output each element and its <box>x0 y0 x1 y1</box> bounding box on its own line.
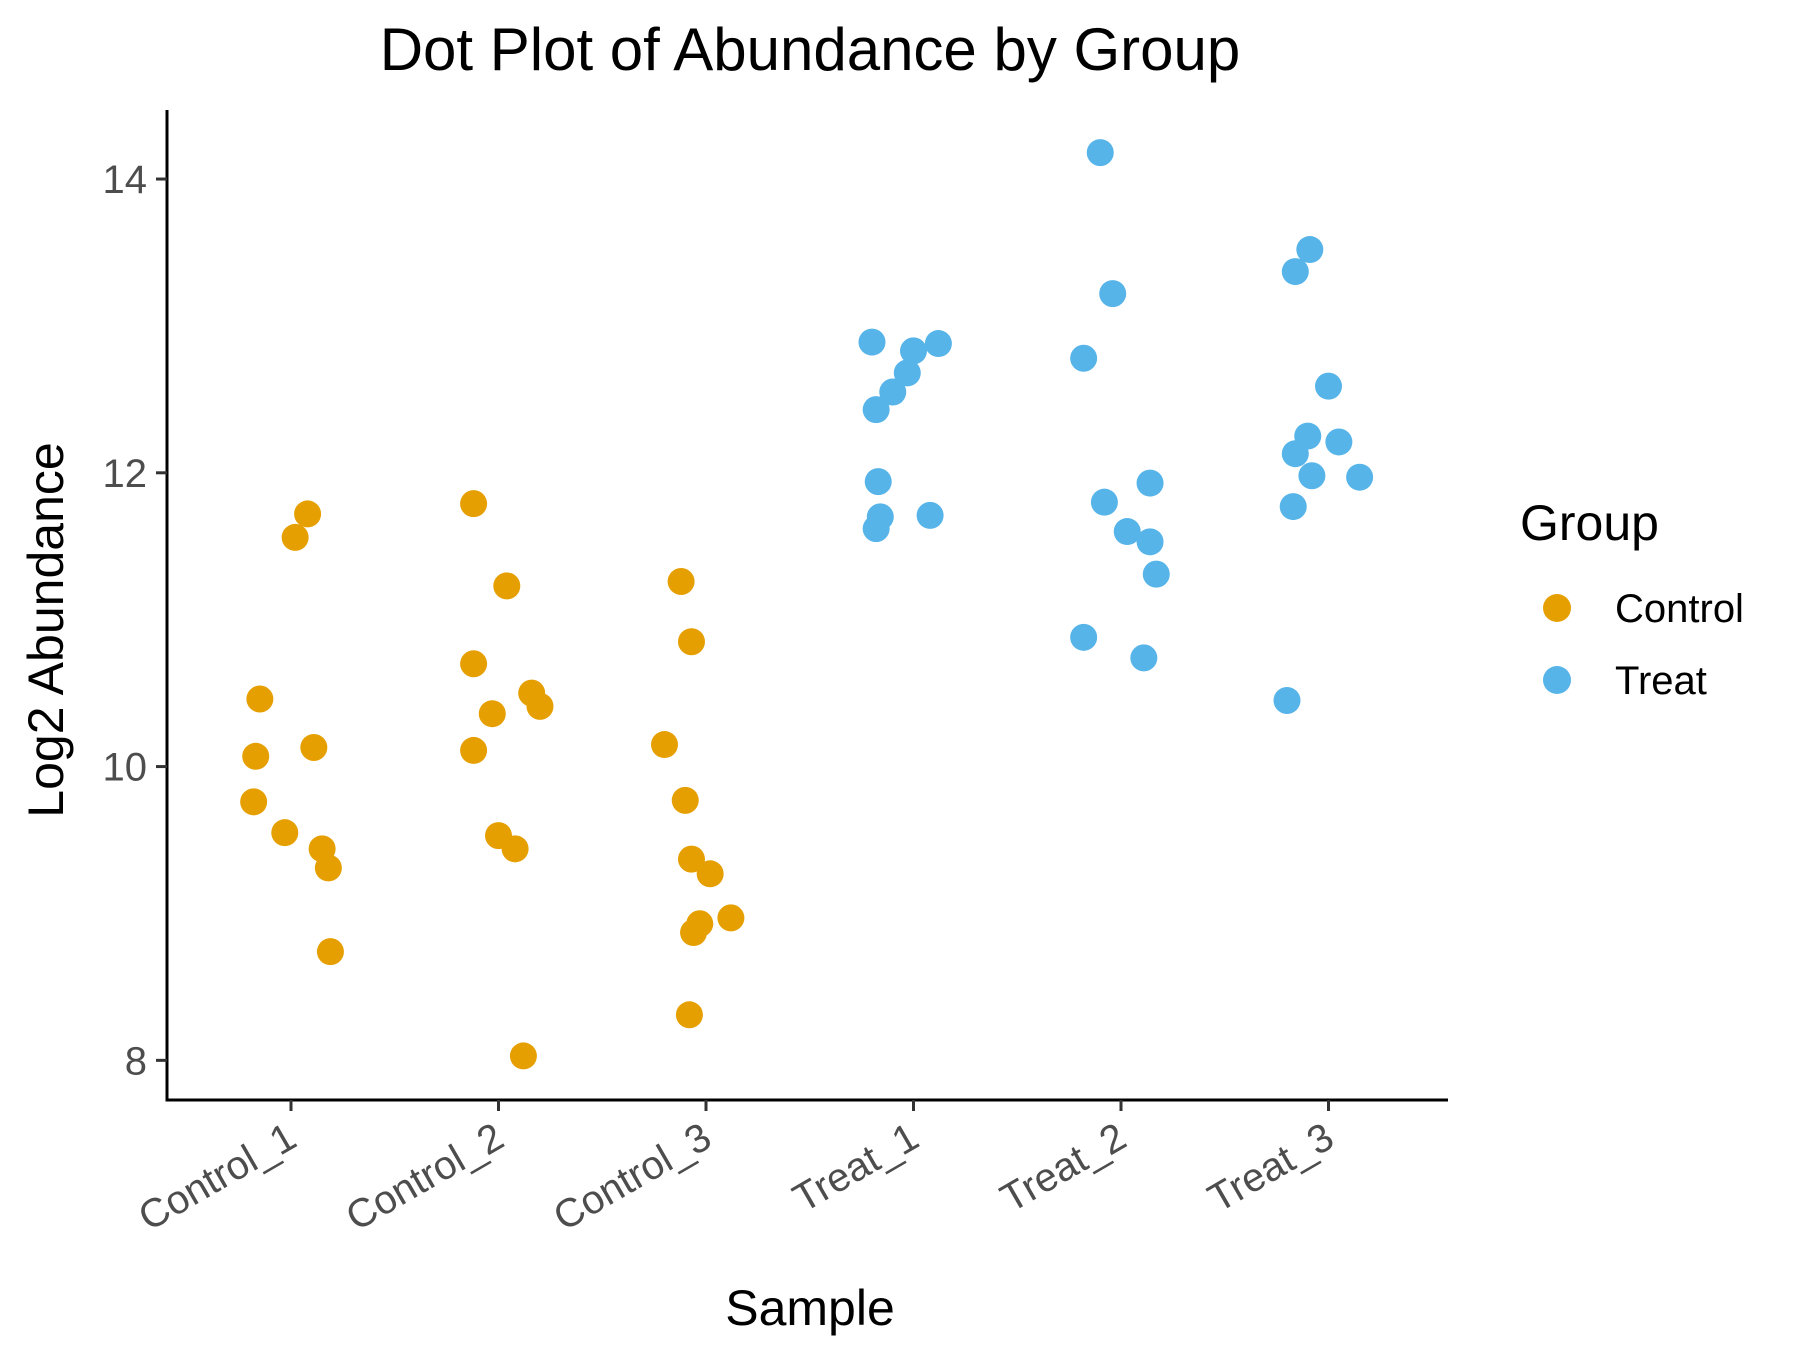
data-point-treat <box>1070 344 1098 372</box>
legend-label-control: Control <box>1615 587 1744 631</box>
x-tick-label: Control_3 <box>546 1115 718 1240</box>
data-point-control <box>242 742 270 770</box>
data-point-treat <box>1130 644 1158 672</box>
data-point-control <box>460 736 488 764</box>
y-tick-label: 12 <box>103 452 148 496</box>
legend-title: Group <box>1520 495 1659 551</box>
data-point-control <box>677 845 705 873</box>
data-point-treat <box>1090 488 1118 516</box>
y-axis-title: Log2 Abundance <box>18 442 74 817</box>
y-axis-ticks: 8 10 12 14 <box>103 158 167 1083</box>
data-point-treat <box>866 503 894 531</box>
x-tick-label: Control_1 <box>131 1115 303 1240</box>
data-point-control <box>667 567 695 595</box>
data-point-treat <box>864 468 892 496</box>
data-point-control <box>294 500 322 528</box>
x-tick-label: Treat_2 <box>993 1115 1133 1221</box>
data-point-treat <box>1099 280 1127 308</box>
y-tick-label: 8 <box>125 1039 147 1083</box>
data-point-treat <box>1298 462 1326 490</box>
x-tick-label: Treat_3 <box>1201 1115 1341 1221</box>
data-point-treat <box>862 396 890 424</box>
data-point-control <box>717 904 745 932</box>
legend: Group Control Treat <box>1520 495 1744 703</box>
x-tick-label: Control_2 <box>339 1115 511 1240</box>
legend-key-control <box>1543 594 1571 622</box>
data-point-treat <box>879 378 907 406</box>
data-point-control <box>675 1001 703 1029</box>
data-point-treat <box>1315 372 1342 400</box>
data-point-control <box>271 819 299 847</box>
data-point-treat <box>1281 258 1309 286</box>
x-tick-label: Treat_1 <box>786 1115 926 1221</box>
data-point-treat <box>1136 469 1164 497</box>
data-point-control <box>677 628 705 656</box>
data-points <box>240 139 1374 1070</box>
data-point-control <box>300 733 328 761</box>
data-point-treat <box>1142 560 1170 588</box>
legend-label-treat: Treat <box>1615 659 1707 703</box>
data-point-control <box>281 523 309 551</box>
data-point-control <box>651 731 678 759</box>
data-point-treat <box>1136 528 1164 556</box>
data-point-treat <box>1279 493 1307 521</box>
data-point-control <box>246 685 274 713</box>
data-point-treat <box>900 337 927 365</box>
x-axis-title: Sample <box>725 1280 895 1336</box>
y-tick-label: 14 <box>103 158 148 202</box>
data-point-control <box>478 700 506 728</box>
data-point-control <box>493 572 521 600</box>
legend-entries: Control Treat <box>1543 587 1744 703</box>
data-point-control <box>501 835 529 863</box>
data-point-control <box>671 786 699 814</box>
x-axis-ticks: Control_1 Control_2 Control_3 Treat_1 Treat_… <box>131 1100 1341 1240</box>
data-point-treat <box>858 328 886 356</box>
data-point-treat <box>924 330 952 358</box>
data-point-treat <box>1294 422 1322 450</box>
chart-title: Dot Plot of Abundance by Group <box>380 16 1241 83</box>
data-point-treat <box>1273 686 1301 714</box>
data-point-treat <box>893 359 921 387</box>
data-point-treat <box>1346 463 1374 491</box>
data-point-control <box>526 692 554 720</box>
data-point-control <box>686 910 714 938</box>
data-point-treat <box>1296 236 1324 264</box>
data-point-control <box>460 650 488 678</box>
y-tick-label: 10 <box>103 746 148 790</box>
data-point-control <box>696 860 724 888</box>
legend-key-treat <box>1543 666 1571 694</box>
data-point-treat <box>1086 139 1114 167</box>
data-point-control <box>240 788 268 816</box>
data-point-treat <box>1113 518 1141 546</box>
axis-line <box>165 110 1448 1102</box>
data-point-control <box>316 938 344 966</box>
data-point-control <box>460 490 488 518</box>
data-point-control <box>509 1042 537 1070</box>
data-point-control <box>314 854 342 882</box>
data-point-treat <box>1070 623 1098 651</box>
data-point-treat <box>1325 428 1353 456</box>
data-point-treat <box>916 501 944 529</box>
